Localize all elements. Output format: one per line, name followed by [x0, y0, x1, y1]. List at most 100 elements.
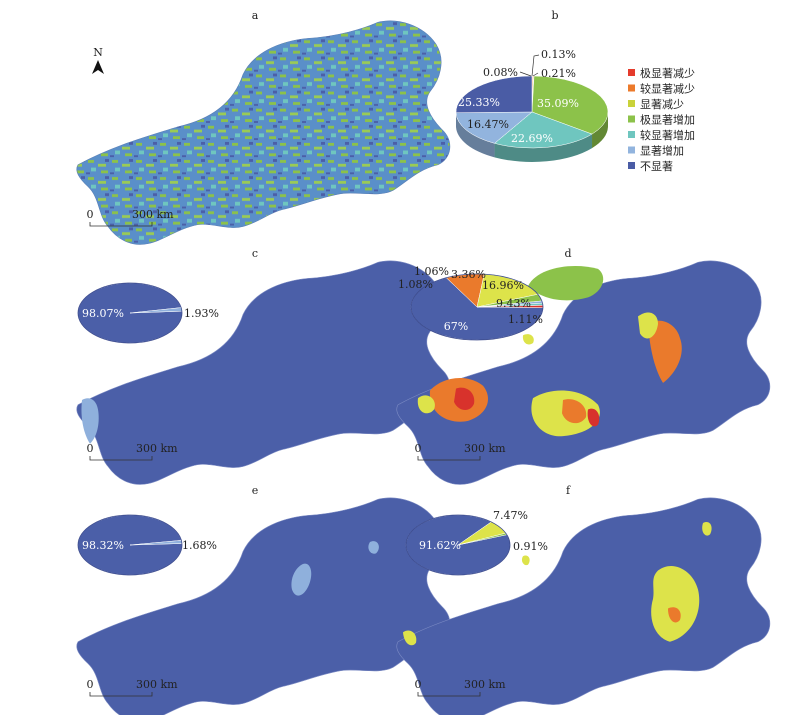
north-arrow-icon [92, 60, 104, 74]
scale-bar-c: 0 300 km [87, 442, 178, 461]
pie-chart-b: 0.13% 0.21% 0.08% 35.09% 22.69%16.47% 25.33% [455, 48, 609, 163]
pie-b-value-label: 0.21% [541, 67, 576, 80]
region-red-d1 [454, 387, 475, 411]
scale-bar-d: 0 300 km [415, 442, 506, 461]
panel-letter-e: e [252, 484, 259, 497]
region-orange-d3 [648, 320, 682, 383]
scale-bar-a: 0 300 km [87, 208, 174, 227]
legend-item: 显著减少 [628, 97, 684, 111]
pie-b-value-label: 35.09% [537, 97, 579, 110]
scale-bar-f: 0 300 km [415, 678, 506, 697]
legend-label: 显著减少 [640, 97, 684, 111]
pie-d-value-label: 9.43% [496, 297, 531, 310]
pie-b-slice [455, 111, 533, 144]
pie-d-value-label: 16.96% [482, 279, 524, 292]
pie-chart-d: 67% 9.43% 16.96%3.36%1.06%1.08% 1.11% [398, 265, 544, 341]
region-lightblue-e2 [368, 541, 379, 554]
pie-d-value-label: 1.11% [508, 313, 543, 326]
pie-c-rim [77, 282, 183, 344]
panel-f: f 91.62% 7.47% 0.91% 0 300 km [396, 484, 771, 715]
panel-b: b 0.13% 0.21% 0.08% 35.09% 22.69%16.47% 25.33… [455, 9, 695, 173]
pie-b-leader [519, 71, 532, 77]
pie-d-rim [410, 273, 544, 341]
legend-swatch [628, 115, 635, 123]
region-yellow-d4 [522, 334, 534, 345]
pie-b-slice [494, 111, 593, 149]
pie-f-rim [405, 514, 511, 576]
pie-b-leader [532, 72, 539, 77]
panel-letter-d: d [564, 247, 571, 260]
legend-label: 不显著 [640, 159, 673, 173]
panel-e: e 98.32% 1.68% 0 300 km [76, 484, 451, 715]
region-orange-d2 [562, 399, 587, 424]
legend-swatch [628, 162, 635, 169]
scale-distance-e: 300 km [136, 678, 178, 691]
pie-b-side [456, 112, 495, 158]
pie-b-side [592, 112, 608, 149]
legend-swatch [628, 100, 635, 107]
pie-f-value-label: 7.47% [493, 509, 528, 522]
legend-label: 较显著减少 [640, 82, 695, 96]
legend-swatch [628, 146, 635, 154]
pie-e-value-label: 1.68% [182, 539, 217, 552]
pie-chart-c: 98.07% 1.93% [77, 282, 219, 344]
panel-letter-f: f [566, 484, 571, 497]
pie-b-leader [531, 54, 540, 77]
pie-f-value-label: 0.91% [513, 540, 548, 553]
pie-e-value-label: 98.32% [82, 539, 124, 552]
legend-label: 较显著增加 [640, 128, 695, 142]
north-arrow: N [92, 46, 104, 74]
region-lightblue-c [81, 398, 99, 444]
legend-item: 较显著增加 [628, 128, 695, 142]
pie-f-value-label: 91.62% [419, 539, 461, 552]
legend-swatch [628, 84, 635, 92]
panel-letter-b: b [551, 9, 558, 22]
panel-a: a N 0 300 km [76, 9, 451, 245]
legend-swatch [628, 131, 635, 138]
region-yellow-f4 [521, 555, 530, 566]
scale-zero-a: 0 [87, 208, 94, 221]
scale-zero-c: 0 [87, 442, 94, 455]
pie-c-value-label: 1.93% [184, 307, 219, 320]
north-label: N [93, 46, 103, 59]
region-yellow-f1 [651, 565, 700, 642]
pie-b-slice [455, 75, 533, 113]
pie-b-value-label: 0.13% [541, 48, 576, 61]
pie-d-value-label: 1.06% [414, 265, 449, 278]
region-green-d [528, 266, 604, 301]
region-red-d2 [587, 408, 600, 427]
panel-c: c 98.07% 1.93% 0 300 km [76, 247, 451, 485]
pie-b-value-label: 25.33% [458, 96, 500, 109]
pie-c-value-label: 98.07% [82, 307, 124, 320]
pie-chart-e: 98.32% 1.68% [77, 514, 217, 576]
pie-b-slice [531, 75, 609, 135]
region-yellow-f2 [702, 521, 712, 536]
legend-item: 极显著增加 [628, 113, 695, 127]
region-yellow-f3 [403, 630, 417, 646]
legend-item: 极显著减少 [628, 66, 695, 80]
pie-d-value-label: 1.08% [398, 278, 433, 291]
region-yellow-d1 [417, 395, 435, 414]
scale-zero-f: 0 [415, 678, 422, 691]
pie-b-value-label: 22.69% [511, 132, 553, 145]
legend-swatch [628, 69, 635, 76]
legend-item: 较显著减少 [628, 82, 695, 96]
panel-letter-c: c [252, 247, 258, 260]
scale-distance-c: 300 km [136, 442, 178, 455]
region-yellow-d3 [638, 312, 658, 339]
pie-b-value-label: 16.47% [467, 118, 509, 131]
legend-item: 显著增加 [628, 144, 684, 158]
pie-d-value-label: 3.36% [451, 268, 486, 281]
scale-zero-d: 0 [415, 442, 422, 455]
legend-label: 极显著减少 [640, 66, 695, 80]
scale-zero-e: 0 [87, 678, 94, 691]
scale-distance-a: 300 km [132, 208, 174, 221]
scale-distance-d: 300 km [464, 442, 506, 455]
panel-d: d 67% 9.43% 16.96%3.36%1.06%1.08% 1.11% 0 3… [396, 247, 771, 485]
pie-e-rim [77, 514, 183, 576]
scale-bar-e: 0 300 km [87, 678, 178, 697]
region-lightblue-e1 [291, 563, 312, 596]
legend-label: 极显著增加 [640, 113, 695, 127]
panel-letter-a: a [252, 9, 259, 22]
